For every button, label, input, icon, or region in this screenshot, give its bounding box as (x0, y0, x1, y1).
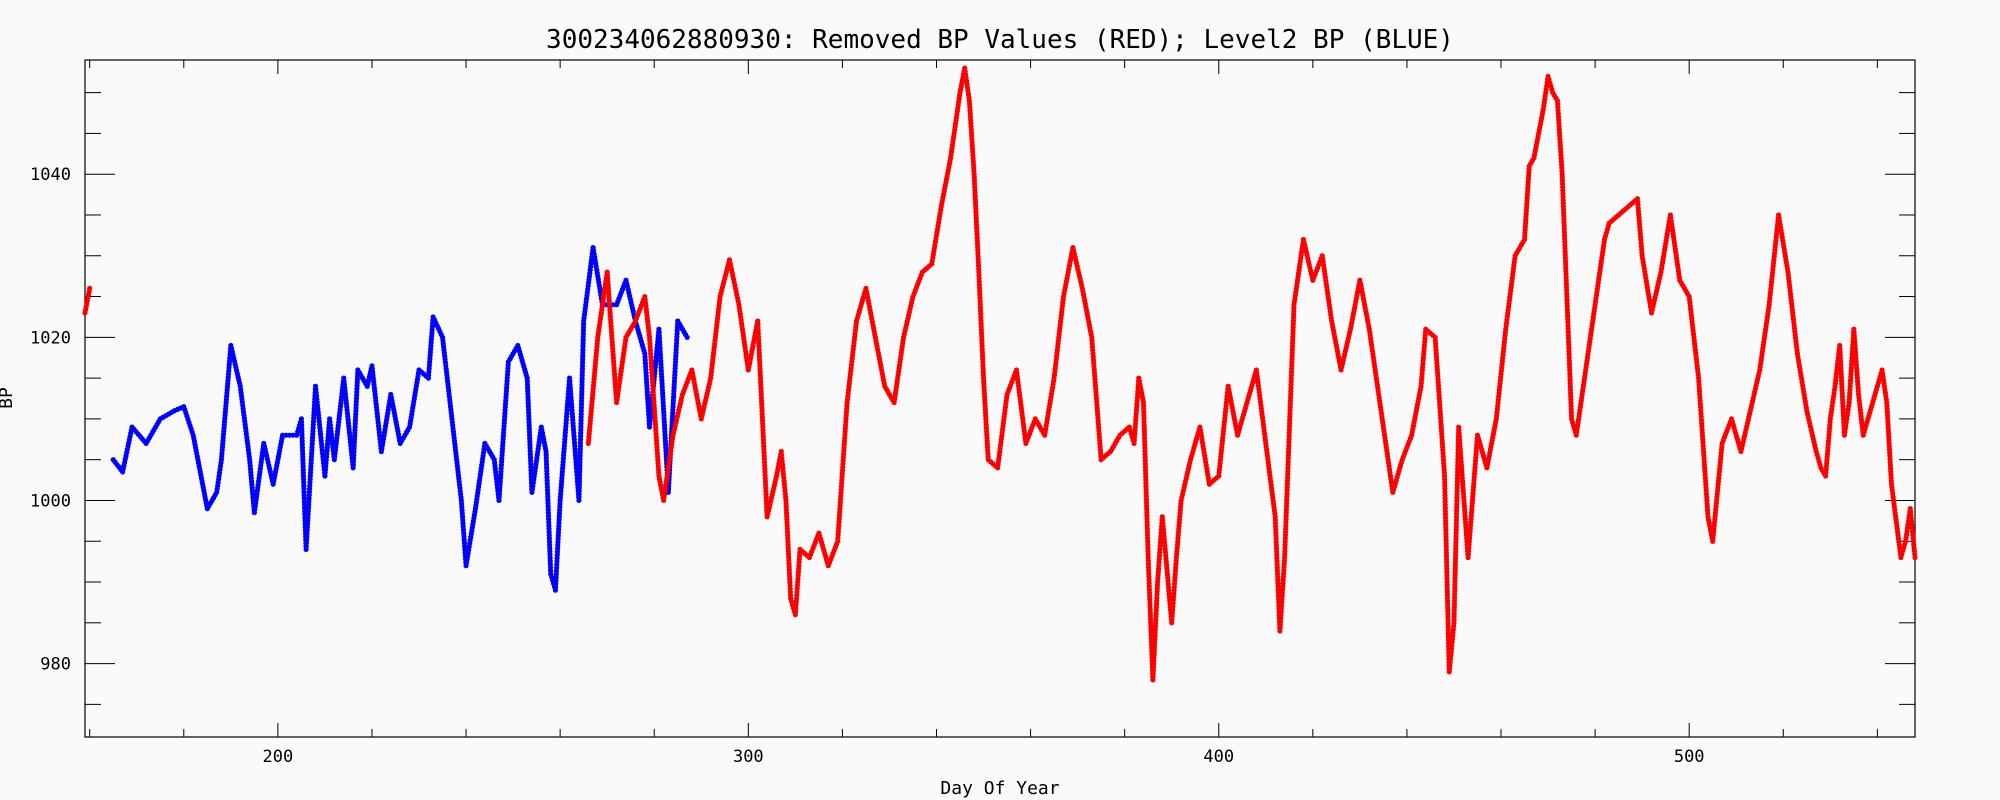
series-1 (82, 65, 1918, 683)
plot-frame (84, 59, 1916, 738)
y-tick-label: 1020 (30, 328, 71, 348)
x-axis-label: Day Of Year (940, 778, 1059, 799)
series-layer (82, 65, 1918, 683)
ticks: 200 300 400 500 980 1000 1020 1040 (30, 60, 1915, 767)
x-tick-label: 200 (263, 747, 294, 767)
data-point (684, 334, 690, 340)
chart-title: 300234062880930: Removed BP Values (RED)… (546, 25, 1454, 55)
data-point (1912, 554, 1918, 561)
y-axis-label: BP (0, 387, 17, 409)
x-tick-label: 300 (733, 747, 764, 767)
data-point (87, 285, 93, 291)
y-tick-label: 980 (40, 655, 71, 675)
y-tick-label: 1040 (30, 165, 71, 185)
series-0 (110, 245, 690, 593)
x-tick-label: 500 (1674, 747, 1705, 767)
y-tick-label: 1000 (30, 491, 71, 511)
x-tick-label: 400 (1203, 747, 1234, 767)
